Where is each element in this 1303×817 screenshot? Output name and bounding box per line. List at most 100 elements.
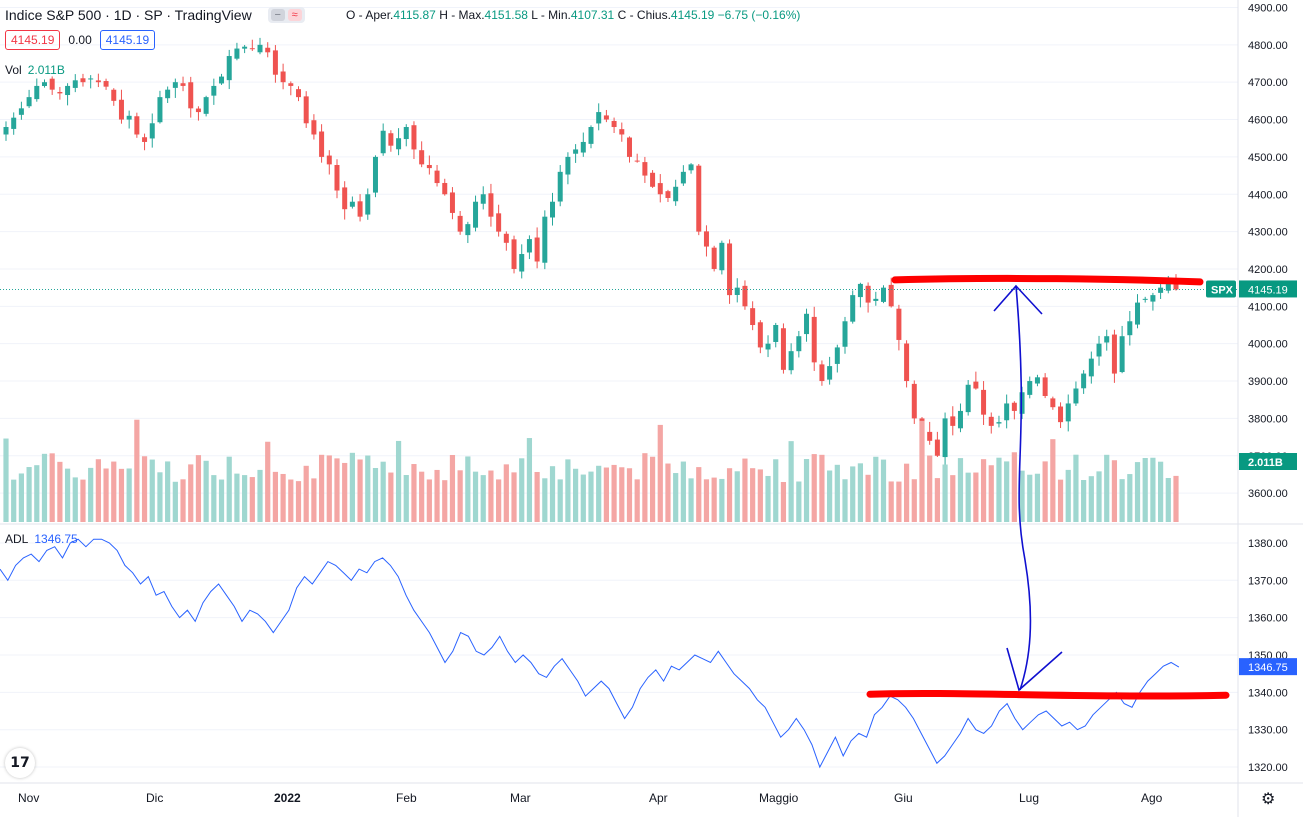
volume-bar — [480, 475, 486, 522]
candle-body — [411, 125, 417, 150]
volume-bar — [1042, 461, 1048, 522]
candle-body — [357, 201, 363, 217]
minus-icon[interactable]: − — [270, 9, 285, 21]
volume-bar — [126, 468, 132, 522]
volume-legend[interactable]: Vol 2.011B — [5, 63, 65, 77]
adl-legend[interactable]: ADL 1346.75 — [5, 532, 78, 546]
volume-bar — [942, 464, 948, 522]
candle-body — [696, 165, 702, 232]
volume-bar — [580, 474, 586, 522]
candle-body — [296, 89, 301, 98]
candle-body — [742, 285, 748, 307]
adl-value: 1346.75 — [34, 532, 78, 546]
price-tick-label: 3600.00 — [1248, 488, 1288, 500]
candle-body — [927, 431, 933, 441]
bid-button[interactable]: 4145.19 — [5, 30, 61, 50]
volume-bar — [1134, 462, 1141, 522]
volume-bar — [688, 478, 694, 522]
volume-bar — [357, 459, 363, 522]
volume-bar — [711, 477, 717, 522]
volume-bar — [134, 419, 140, 522]
candle-body — [1150, 295, 1156, 302]
volume-bar — [896, 481, 902, 522]
candle-body — [1050, 398, 1056, 408]
ohlc-readout: O - Aper.4115.87 H - Max.4151.58 L - Min… — [346, 8, 800, 22]
volume-bar — [1173, 475, 1179, 522]
volume-bar — [773, 459, 779, 522]
candle-body — [18, 108, 24, 115]
adl-tick-label: 1380.00 — [1248, 538, 1288, 550]
symbol-title[interactable]: Indice S&P 500 · 1D · SP · TradingView — [5, 7, 252, 23]
candle-body — [195, 108, 201, 113]
candle-body — [780, 328, 786, 370]
volume-bar — [1096, 471, 1102, 522]
ask-button[interactable]: 4145.19 — [99, 30, 156, 50]
volume-bar — [57, 461, 63, 522]
price-tick-label: 3900.00 — [1248, 376, 1288, 388]
volume-bar — [411, 464, 417, 522]
volume-bar — [965, 472, 971, 522]
candle-body — [434, 170, 440, 184]
adl-tick-label: 1330.00 — [1248, 725, 1288, 737]
high-value: 4151.58 — [484, 8, 528, 22]
tradingview-logo-icon[interactable]: 17 — [5, 748, 35, 778]
candle-body — [680, 171, 686, 184]
candle-body — [234, 48, 240, 59]
gear-icon[interactable]: ⚙ — [1261, 791, 1276, 808]
resistance-annotation — [891, 274, 1204, 286]
volume-tag — [1239, 453, 1297, 470]
volume-bar — [1057, 479, 1064, 522]
candle-body — [1088, 358, 1094, 377]
candle-body — [380, 130, 386, 154]
candle-body — [888, 284, 894, 307]
candle-body — [34, 85, 40, 100]
candle-body — [857, 283, 863, 298]
candle-body — [611, 120, 617, 128]
volume-bar — [511, 472, 517, 522]
candle-body — [942, 418, 948, 458]
volume-bar — [988, 465, 994, 522]
candle-body — [765, 343, 771, 350]
adl-tick-label: 1360.00 — [1248, 613, 1288, 625]
time-axis-label: Feb — [396, 791, 417, 805]
compare-toggle[interactable]: − ≈ — [267, 7, 305, 23]
volume-bar — [750, 468, 756, 522]
symbol-header[interactable]: Indice S&P 500 · 1D · SP · TradingView −… — [5, 5, 305, 25]
candle-body — [550, 201, 556, 218]
volume-bar — [465, 456, 471, 522]
candle-body — [65, 85, 71, 96]
volume-bar — [449, 454, 456, 522]
candle-body — [727, 243, 733, 296]
candle-body — [603, 115, 609, 120]
candle-body — [265, 47, 271, 53]
volume-bar — [1127, 474, 1133, 522]
candle-body — [873, 298, 879, 301]
volume-bar — [1081, 480, 1087, 522]
volume-bar — [626, 468, 633, 522]
volume-bar — [226, 456, 232, 522]
volume-bar — [734, 471, 740, 522]
volume-label: Vol — [5, 63, 22, 77]
candle-body — [272, 50, 278, 75]
candle-body — [1027, 381, 1033, 395]
wave-icon[interactable]: ≈ — [287, 9, 302, 21]
volume-bar — [1027, 474, 1033, 522]
time-axis-label: Ago — [1141, 791, 1163, 805]
candle-body — [988, 416, 994, 426]
volume-bar — [765, 475, 771, 522]
volume-bar — [380, 461, 386, 522]
volume-bar — [880, 459, 887, 522]
candle-body — [26, 97, 32, 107]
volume-bar — [557, 479, 563, 522]
candle-body — [757, 322, 763, 348]
candle-body — [319, 131, 325, 157]
price-tick-label: 4600.00 — [1248, 115, 1288, 127]
volume-bar — [349, 452, 355, 522]
candle-body — [49, 78, 55, 90]
volume-bar — [888, 481, 894, 522]
volume-bar — [72, 477, 78, 522]
volume-bar — [442, 480, 448, 522]
volume-bar — [534, 471, 540, 522]
volume-bar — [957, 458, 964, 522]
